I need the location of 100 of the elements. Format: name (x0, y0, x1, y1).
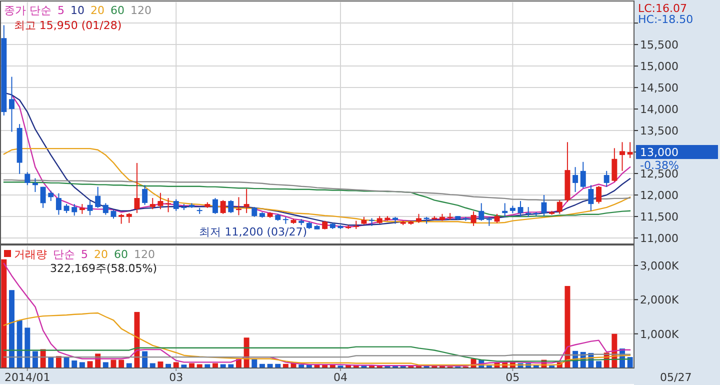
candlestick (79, 204, 85, 214)
line-series (3, 148, 631, 224)
candlestick (64, 204, 70, 214)
text: 5 (81, 248, 88, 261)
candlestick (9, 76, 14, 132)
bar (24, 328, 30, 368)
text: 120 (134, 248, 155, 261)
y-tick-label: 2,000K (640, 294, 680, 307)
legend-title: 단순 (53, 248, 75, 261)
y-tick-label: 12,000 (640, 189, 678, 202)
candlestick (526, 206, 532, 218)
text: 20 (90, 4, 104, 17)
y-tick-label: 13,500 (640, 124, 678, 138)
y-tick-label: 15,000 (640, 60, 678, 74)
bar (252, 359, 258, 368)
candlestick (173, 198, 179, 212)
bar (16, 320, 22, 368)
candlestick (102, 202, 108, 216)
candlestick (150, 198, 156, 210)
candlestick (118, 213, 124, 224)
candlestick (580, 161, 586, 189)
candlestick (588, 184, 594, 212)
candlestick (572, 166, 578, 192)
candlestick (596, 185, 602, 204)
bar (118, 360, 124, 368)
candlestick (228, 200, 234, 214)
candlestick (158, 192, 164, 210)
bar (64, 357, 70, 368)
bar (564, 286, 570, 368)
candlestick (470, 210, 476, 226)
text: 60 (110, 4, 124, 17)
x-tick-label: 03 (169, 371, 184, 384)
candlestick (369, 218, 375, 226)
x-tick-label: 05 (506, 371, 520, 384)
candlestick (620, 142, 625, 172)
candlestick (126, 212, 132, 224)
candlestick (416, 213, 422, 224)
text: 10 (70, 4, 84, 17)
candlestick (40, 186, 46, 208)
candlestick (518, 200, 524, 218)
candlestick (486, 216, 492, 226)
annotation: 최저 11,200 (03/27) (199, 225, 307, 238)
bar (79, 362, 85, 368)
candlestick (541, 194, 547, 217)
bar (1, 259, 7, 368)
bar (228, 364, 234, 368)
bar (32, 351, 38, 368)
y-tick-label: 14,500 (640, 82, 678, 95)
x-tick-label: 2014/01 (4, 371, 50, 384)
bar (150, 363, 156, 368)
x-tick-label: 04 (333, 371, 348, 384)
y-tick-label: 3,000K (640, 259, 680, 272)
candlestick (142, 184, 148, 206)
text: 05/27 (660, 371, 692, 384)
candlestick (56, 192, 62, 216)
text: 13,000 (640, 146, 678, 160)
candlestick (134, 162, 140, 214)
line-series (3, 346, 631, 362)
candlestick (244, 188, 250, 214)
candlestick (87, 200, 93, 216)
bar (220, 364, 226, 368)
y-tick-label: 11,500 (640, 210, 678, 224)
bar (627, 357, 633, 368)
candlestick (494, 213, 500, 224)
legend-title: 종가 단순 (4, 4, 52, 17)
candlestick (478, 202, 484, 222)
y-tick-label: 15,500 (640, 38, 678, 52)
bar (189, 363, 195, 368)
bar (196, 364, 202, 368)
text: LC:16.07 (638, 2, 688, 15)
text: 20 (94, 248, 108, 261)
y-tick-label: 11,000 (640, 232, 678, 245)
candlestick (220, 200, 226, 214)
bar (212, 363, 218, 368)
text: 60 (114, 248, 128, 261)
bar (72, 360, 78, 368)
candlestick (166, 198, 172, 213)
candlestick (604, 170, 610, 188)
bar (87, 361, 93, 368)
text: 120 (130, 4, 152, 17)
y-tick-label: 14,000 (640, 103, 678, 116)
candlestick (32, 178, 38, 192)
candlestick (627, 142, 633, 159)
bar (126, 363, 132, 368)
line-series (3, 262, 631, 367)
text: HC:-18.50 (638, 13, 694, 26)
candlestick (556, 200, 562, 214)
candlestick (612, 148, 618, 182)
bar (173, 362, 179, 368)
candlestick (212, 198, 218, 214)
candlestick (24, 172, 30, 186)
bar (142, 351, 148, 368)
legend-label: 거래량 (14, 248, 47, 261)
candlestick (48, 190, 54, 202)
line-series (3, 312, 631, 366)
y-tick-label: 1,000K (640, 328, 680, 341)
bar (596, 361, 602, 368)
bar (204, 364, 210, 368)
candlestick (72, 204, 78, 216)
bar (9, 290, 14, 368)
